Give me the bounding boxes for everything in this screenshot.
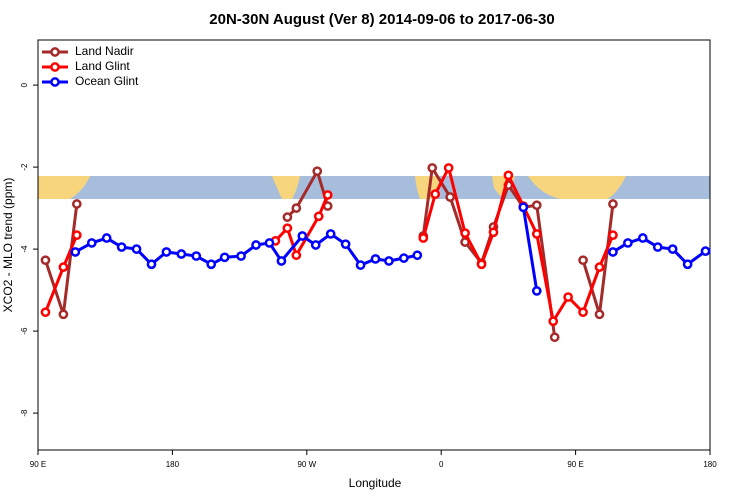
point bbox=[236, 251, 246, 261]
point bbox=[370, 254, 381, 264]
point bbox=[71, 230, 82, 241]
point bbox=[340, 239, 351, 250]
point bbox=[608, 199, 618, 209]
point bbox=[71, 199, 82, 209]
point bbox=[399, 253, 409, 263]
point bbox=[355, 260, 366, 270]
point bbox=[176, 249, 187, 259]
point bbox=[384, 256, 394, 266]
point bbox=[313, 211, 324, 222]
point bbox=[40, 307, 51, 318]
x-tick-label: 0 bbox=[439, 460, 444, 469]
point bbox=[623, 238, 633, 248]
legend-label: Land Nadir bbox=[75, 44, 134, 58]
point bbox=[58, 262, 69, 272]
point bbox=[206, 259, 217, 270]
point bbox=[291, 203, 302, 213]
point bbox=[297, 231, 308, 241]
point bbox=[548, 316, 559, 327]
legend-label: Land Glint bbox=[75, 59, 130, 73]
point bbox=[427, 163, 438, 173]
legend-marker bbox=[50, 62, 60, 72]
point bbox=[161, 247, 172, 257]
point bbox=[282, 223, 293, 234]
point bbox=[667, 244, 678, 254]
point bbox=[116, 242, 127, 252]
point bbox=[503, 170, 514, 181]
point bbox=[518, 202, 529, 213]
point bbox=[325, 229, 336, 239]
point bbox=[86, 238, 97, 248]
point bbox=[637, 233, 648, 243]
point bbox=[58, 309, 69, 320]
point bbox=[460, 228, 470, 238]
y-tick-label: 0 bbox=[20, 82, 29, 87]
x-tick-label: 90 W bbox=[297, 460, 316, 469]
map-strip bbox=[38, 176, 710, 199]
x-axis-label: Longitude bbox=[349, 476, 402, 490]
point bbox=[282, 212, 293, 222]
point bbox=[312, 166, 323, 177]
point bbox=[531, 286, 542, 296]
y-tick-label: -6 bbox=[20, 327, 29, 335]
point bbox=[70, 247, 81, 257]
point bbox=[476, 259, 487, 270]
y-tick-label: -8 bbox=[20, 409, 29, 417]
y-tick-label: -2 bbox=[20, 163, 29, 171]
y-tick-label: -4 bbox=[20, 245, 29, 253]
point bbox=[531, 200, 542, 211]
x-tick-label: 180 bbox=[703, 460, 717, 469]
point bbox=[146, 259, 157, 270]
point bbox=[219, 252, 230, 263]
point bbox=[608, 230, 618, 241]
point bbox=[291, 250, 302, 261]
x-tick-label: 180 bbox=[166, 460, 180, 469]
legend-marker bbox=[50, 77, 60, 87]
legend-marker bbox=[50, 47, 60, 57]
point bbox=[700, 246, 711, 256]
x-tick-label: 90 E bbox=[567, 460, 583, 469]
point bbox=[445, 192, 456, 202]
point bbox=[412, 250, 423, 261]
point bbox=[549, 332, 560, 343]
y-axis-label: XCO2 - MLO trend (ppm) bbox=[1, 178, 15, 313]
point bbox=[443, 163, 454, 173]
point bbox=[531, 229, 542, 239]
point bbox=[652, 242, 663, 252]
point bbox=[101, 233, 112, 243]
point bbox=[191, 251, 202, 261]
x-tick-label: 90 E bbox=[30, 460, 46, 469]
point bbox=[488, 227, 499, 238]
point bbox=[251, 240, 261, 250]
point bbox=[594, 262, 605, 272]
point bbox=[322, 190, 333, 200]
point bbox=[682, 259, 693, 270]
plot-frame bbox=[37, 39, 711, 451]
point bbox=[608, 247, 618, 257]
point bbox=[264, 238, 275, 248]
point bbox=[430, 189, 441, 200]
point bbox=[578, 307, 588, 318]
point bbox=[40, 255, 51, 266]
chart-title: 20N-30N August (Ver 8) 2014-09-06 to 201… bbox=[209, 11, 554, 28]
point bbox=[563, 292, 573, 302]
point bbox=[276, 256, 287, 266]
point bbox=[310, 240, 321, 250]
legend-label: Ocean Glint bbox=[75, 74, 139, 88]
point bbox=[578, 255, 588, 266]
point bbox=[594, 309, 605, 320]
point bbox=[131, 244, 142, 254]
point bbox=[418, 233, 429, 243]
